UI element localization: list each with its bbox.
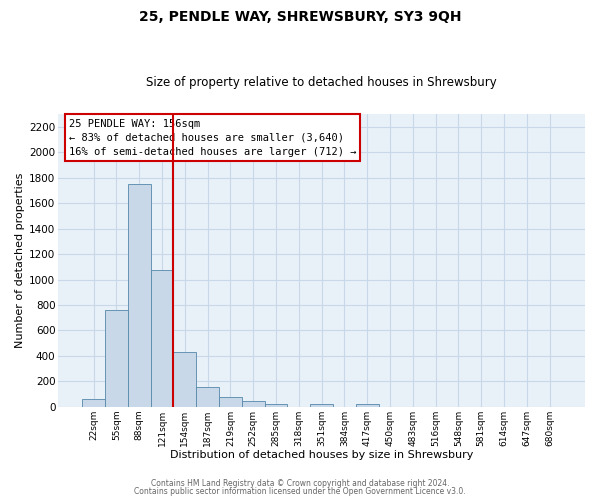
- Bar: [82, 399, 105, 406]
- Text: 25, PENDLE WAY, SHREWSBURY, SY3 9QH: 25, PENDLE WAY, SHREWSBURY, SY3 9QH: [139, 10, 461, 24]
- Bar: [105, 310, 128, 406]
- Text: Contains public sector information licensed under the Open Government Licence v3: Contains public sector information licen…: [134, 487, 466, 496]
- Bar: [265, 404, 287, 406]
- Y-axis label: Number of detached properties: Number of detached properties: [15, 173, 25, 348]
- Bar: [356, 404, 379, 406]
- X-axis label: Distribution of detached houses by size in Shrewsbury: Distribution of detached houses by size …: [170, 450, 473, 460]
- Bar: [310, 404, 333, 406]
- Bar: [219, 396, 242, 406]
- Text: Contains HM Land Registry data © Crown copyright and database right 2024.: Contains HM Land Registry data © Crown c…: [151, 478, 449, 488]
- Bar: [128, 184, 151, 406]
- Bar: [196, 387, 219, 406]
- Bar: [151, 270, 173, 406]
- Title: Size of property relative to detached houses in Shrewsbury: Size of property relative to detached ho…: [146, 76, 497, 90]
- Text: 25 PENDLE WAY: 156sqm
← 83% of detached houses are smaller (3,640)
16% of semi-d: 25 PENDLE WAY: 156sqm ← 83% of detached …: [69, 118, 356, 156]
- Bar: [173, 352, 196, 406]
- Bar: [242, 401, 265, 406]
